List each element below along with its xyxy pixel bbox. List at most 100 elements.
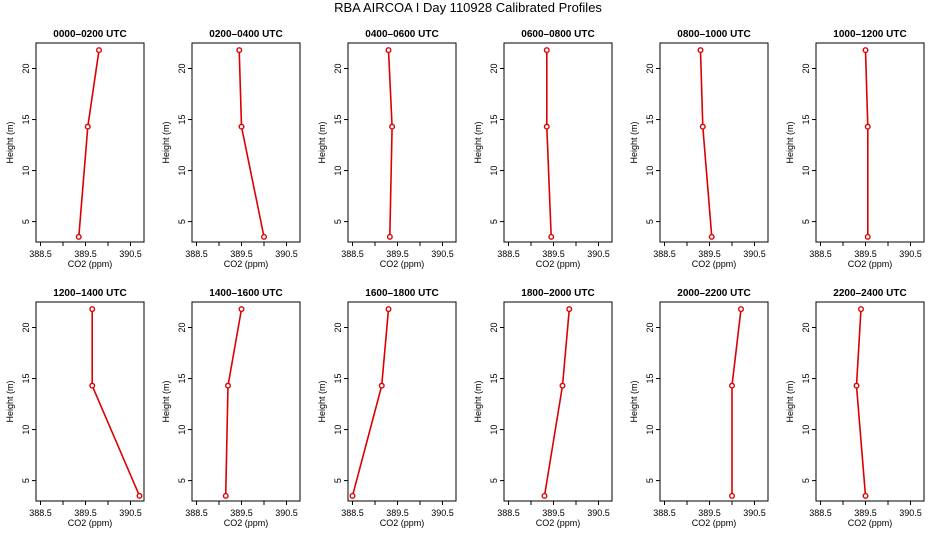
x-axis-label: CO2 (ppm) [848, 259, 893, 269]
profile-line [224, 308, 243, 496]
data-point [238, 306, 245, 313]
x-tick-label: 390.5 [275, 508, 298, 518]
panel-9: 1600–1800 UTC 388.5 389.5 390.5 5 10 15 20 CO2 (… [317, 288, 457, 528]
data-point [136, 492, 143, 499]
profile-line [864, 50, 869, 237]
x-tick-label: 390.5 [743, 249, 766, 259]
profile-line [699, 50, 713, 237]
data-point [261, 233, 268, 240]
profile-line [387, 50, 393, 237]
profile-line [855, 309, 867, 496]
profile-line [543, 309, 571, 497]
y-tick-label: 20 [801, 64, 811, 74]
x-axis-label: CO2 (ppm) [224, 259, 269, 269]
x-tick-label: 389.5 [74, 508, 97, 518]
y-tick-label: 20 [489, 323, 499, 333]
y-tick-label: 10 [489, 166, 499, 176]
y-tick-label: 10 [177, 425, 187, 435]
panel-5: 0800–1000 UTC 388.5 389.5 390.5 5 10 15 20 CO2 (… [629, 29, 769, 269]
panel-3: 0400–0600 UTC 388.5 389.5 390.5 5 10 15 20 CO2 (… [317, 29, 457, 269]
plot-frame [503, 42, 613, 243]
y-tick-label: 10 [333, 166, 343, 176]
data-point [559, 382, 566, 389]
panel-title: 0800–1000 UTC [677, 29, 750, 40]
x-tick-label: 390.5 [743, 508, 766, 518]
y-tick-label: 15 [21, 374, 31, 384]
x-tick-label: 388.5 [29, 508, 52, 518]
panel-title: 1000–1200 UTC [833, 29, 906, 40]
y-tick-label: 10 [177, 166, 187, 176]
data-point [697, 47, 704, 54]
y-tick-label: 5 [801, 478, 811, 483]
x-tick-label: 389.5 [698, 508, 721, 518]
data-point [699, 123, 706, 130]
data-point [729, 492, 736, 499]
x-axis-label: CO2 (ppm) [380, 518, 425, 528]
profile-line [545, 50, 552, 237]
profile-line [731, 309, 742, 496]
panel-2: 0200–0400 UTC 388.5 389.5 390.5 5 10 15 20 CO2 (… [161, 29, 301, 269]
y-axis-label: Height (m) [785, 121, 795, 163]
data-point [853, 382, 860, 389]
data-point [385, 306, 392, 313]
y-tick-label: 10 [333, 425, 343, 435]
panel-4: 0600–0800 UTC 388.5 389.5 390.5 5 10 15 20 CO2 (… [473, 29, 613, 269]
x-axis-label: CO2 (ppm) [224, 518, 269, 528]
y-tick-label: 15 [645, 115, 655, 125]
x-tick-label: 388.5 [497, 249, 520, 259]
y-tick-label: 15 [801, 374, 811, 384]
x-axis-label: CO2 (ppm) [848, 518, 893, 528]
panel-6: 1000–1200 UTC 388.5 389.5 390.5 5 10 15 20 CO2 (… [785, 29, 925, 269]
y-axis-label: Height (m) [785, 380, 795, 422]
data-point [864, 123, 871, 130]
data-point [385, 47, 392, 54]
plot-frame [35, 42, 145, 243]
panel-title: 2000–2200 UTC [677, 288, 750, 299]
x-tick-label: 389.5 [230, 249, 253, 259]
plot-frame [815, 42, 925, 243]
x-tick-label: 389.5 [698, 249, 721, 259]
y-tick-label: 15 [177, 115, 187, 125]
x-tick-label: 388.5 [497, 508, 520, 518]
data-point [858, 306, 865, 313]
data-point [548, 233, 555, 240]
data-point [236, 47, 243, 54]
x-tick-label: 388.5 [653, 508, 676, 518]
data-point [543, 47, 550, 54]
x-tick-label: 390.5 [431, 508, 454, 518]
plot-frame [815, 301, 925, 502]
x-tick-label: 390.5 [431, 249, 454, 259]
data-point [729, 382, 736, 389]
y-tick-label: 15 [489, 374, 499, 384]
y-axis-label: Height (m) [5, 121, 15, 163]
y-tick-label: 20 [645, 323, 655, 333]
x-axis-label: CO2 (ppm) [68, 518, 113, 528]
profile-line [78, 49, 100, 237]
y-axis-label: Height (m) [629, 380, 639, 422]
panel-title: 1400–1600 UTC [209, 288, 282, 299]
data-point [862, 492, 869, 499]
data-point [541, 492, 548, 499]
data-point [224, 382, 231, 389]
data-point [75, 233, 82, 240]
x-tick-label: 388.5 [29, 249, 52, 259]
data-point [386, 233, 393, 240]
x-tick-label: 389.5 [854, 508, 877, 518]
y-tick-label: 5 [177, 478, 187, 483]
data-point [862, 47, 869, 54]
y-tick-label: 10 [21, 166, 31, 176]
y-tick-label: 10 [645, 166, 655, 176]
data-point [84, 123, 91, 130]
y-tick-label: 15 [801, 115, 811, 125]
figure-title: RBA AIRCOA I Day 110928 Calibrated Profi… [334, 0, 602, 15]
x-tick-label: 389.5 [386, 249, 409, 259]
plot-frame [659, 42, 769, 243]
plot-frame [35, 301, 145, 502]
y-tick-label: 5 [177, 219, 187, 224]
y-axis-label: Height (m) [473, 380, 483, 422]
x-tick-label: 388.5 [341, 249, 364, 259]
data-point [349, 492, 356, 499]
data-point [389, 123, 396, 130]
y-tick-label: 20 [333, 323, 343, 333]
